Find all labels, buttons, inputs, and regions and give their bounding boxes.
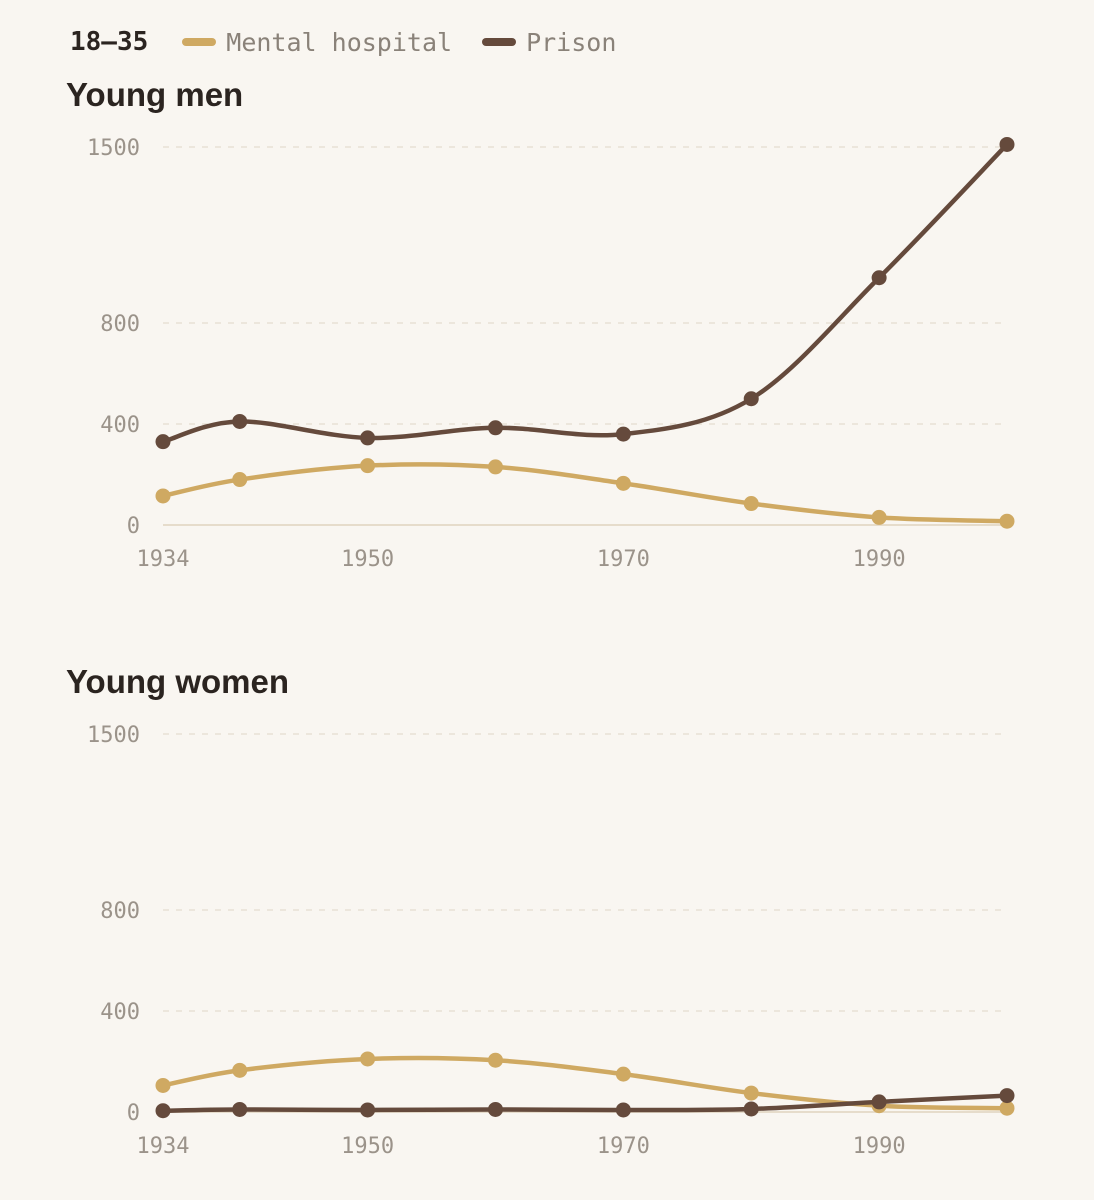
panel-title-young-men: Young men <box>66 76 244 113</box>
y-tick-label: 400 <box>100 413 140 438</box>
data-point-prison <box>360 430 376 446</box>
x-tick-label: 1970 <box>597 1134 650 1159</box>
data-point-mental-hospital <box>615 1066 631 1082</box>
y-tick-label: 0 <box>127 1101 140 1126</box>
data-point-mental-hospital <box>155 488 171 504</box>
y-tick-label: 0 <box>127 514 140 539</box>
chart-young-women: 0 400 800 1500 1934 1950 1970 1990 <box>87 723 1015 1159</box>
data-point-prison <box>487 1101 503 1117</box>
data-point-prison <box>360 1102 376 1118</box>
series-line-prison <box>160 1093 1010 1113</box>
x-tick-label: 1950 <box>341 547 394 572</box>
data-point-mental-hospital <box>487 459 503 475</box>
data-point-prison <box>232 413 248 429</box>
data-point-mental-hospital <box>743 1085 759 1101</box>
x-tick-label: 1990 <box>853 1134 906 1159</box>
y-tick-label: 800 <box>100 312 140 337</box>
data-point-prison <box>871 270 887 286</box>
data-point-prison <box>232 1101 248 1117</box>
data-point-prison <box>155 434 171 450</box>
legend-label-mental-hospital: Mental hospital <box>226 27 453 57</box>
age-group-label: 18–35 <box>70 27 149 57</box>
panel-title-young-women: Young women <box>66 663 290 700</box>
data-point-mental-hospital <box>487 1052 503 1068</box>
data-point-mental-hospital <box>232 472 248 488</box>
y-tick-label: 400 <box>100 1000 140 1025</box>
data-point-mental-hospital <box>360 458 376 474</box>
data-point-mental-hospital <box>871 509 887 525</box>
x-tick-label: 1934 <box>137 547 190 572</box>
data-point-prison <box>743 391 759 407</box>
data-point-prison <box>615 1102 631 1118</box>
data-point-mental-hospital <box>360 1051 376 1067</box>
legend: 18–35 Mental hospital Prison <box>70 22 646 62</box>
y-tick-label: 1500 <box>87 723 140 748</box>
data-point-prison <box>743 1101 759 1117</box>
x-tick-label: 1970 <box>597 547 650 572</box>
data-point-mental-hospital <box>999 513 1015 529</box>
data-point-prison <box>999 1088 1015 1104</box>
data-point-mental-hospital <box>743 496 759 512</box>
data-point-mental-hospital <box>615 475 631 491</box>
data-point-mental-hospital <box>232 1062 248 1078</box>
data-point-mental-hospital <box>155 1077 171 1093</box>
data-point-prison <box>999 136 1015 152</box>
legend-item-mental-hospital: Mental hospital <box>182 28 452 57</box>
chart-young-men: 0 400 800 1500 1934 1950 1970 1990 <box>87 136 1015 572</box>
series-line-prison <box>160 142 1010 444</box>
x-tick-label: 1990 <box>853 547 906 572</box>
legend-swatch-prison <box>482 38 517 46</box>
series-line-mental-hospital <box>160 1055 1010 1111</box>
x-tick-label: 1950 <box>341 1134 394 1159</box>
data-point-prison <box>871 1094 887 1110</box>
data-point-mental-hospital <box>999 1100 1015 1116</box>
x-tick-label: 1934 <box>137 1134 190 1159</box>
data-point-prison <box>155 1103 171 1119</box>
legend-item-prison: Prison <box>482 28 616 57</box>
legend-swatch-mental-hospital <box>182 38 217 46</box>
y-tick-label: 1500 <box>87 136 140 161</box>
data-point-prison <box>615 426 631 442</box>
data-point-prison <box>487 420 503 436</box>
legend-label-prison: Prison <box>526 27 617 57</box>
series-line-mental-hospital <box>160 462 1010 524</box>
y-tick-label: 800 <box>100 899 140 924</box>
